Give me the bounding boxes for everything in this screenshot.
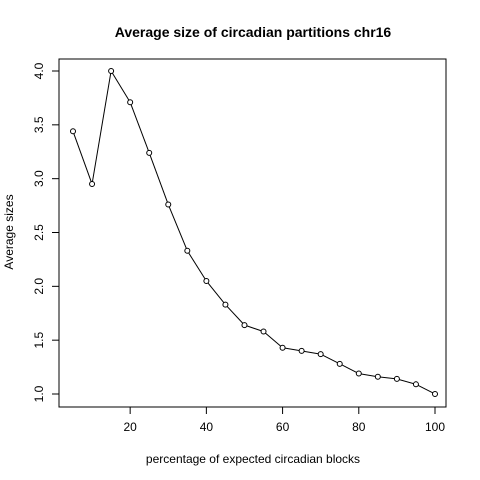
y-tick-label: 2.0 [32,278,46,295]
data-point [165,201,172,208]
data-point [317,351,324,358]
series-line-segment [91,73,112,182]
data-point [279,344,286,351]
y-tick-label: 3.5 [32,116,46,133]
y-tick-label: 1.5 [32,332,46,349]
data-point [412,381,419,388]
data-point [203,277,210,284]
series-line-segment [149,154,168,203]
series-line-segment [380,376,395,380]
data-point [432,391,438,397]
x-tick-label: 20 [123,420,137,434]
data-point [127,99,134,106]
x-tick-label: 40 [200,420,214,434]
series-line-segment [265,332,281,347]
y-tick-label: 3.0 [32,170,46,187]
series-line-segment [361,373,376,377]
series-line-segment [304,350,319,355]
data-point [184,247,191,254]
x-tick-label: 60 [276,420,290,434]
x-tick-label: 100 [425,420,445,434]
series-line-segment [246,325,262,332]
data-point [222,301,229,308]
series-line-segment [130,104,149,151]
data-point [298,347,305,354]
y-tick-label: 4.0 [32,62,46,79]
series-line-segment [188,252,206,280]
x-tick-label: 80 [352,420,366,434]
x-axis-title: percentage of expected circadian blocks [146,452,360,466]
data-point [108,68,115,74]
data-point [336,360,343,367]
series-line-segment [341,364,357,373]
series-line-segment [399,379,414,385]
series-line-segment [207,282,225,304]
series-line-segment [322,354,338,364]
x-axis: 20 40 60 80 100 [123,406,445,434]
data-point [89,181,96,188]
series-line-segment [168,206,187,249]
plot-frame [58,58,447,408]
data-point [355,370,362,377]
data-point [241,322,248,329]
data-point [70,128,76,135]
data-point [146,149,153,156]
y-axis: 1.0 1.5 2.0 2.5 3.0 3.5 4.0 [32,62,60,402]
series-line-segment [111,72,130,101]
y-axis-title: Average sizes [2,194,16,269]
series-line-segment [284,347,300,352]
y-tick-label: 1.0 [32,385,46,402]
series-group [70,68,438,397]
y-tick-label: 2.5 [32,224,46,241]
data-point [260,328,267,335]
chart-title: Average size of circadian partitions chr… [115,24,392,40]
series-line-segment [226,306,244,324]
series-line-segment [417,384,433,394]
data-point [393,375,400,382]
data-point [374,373,381,380]
series-line-segment [73,133,92,182]
